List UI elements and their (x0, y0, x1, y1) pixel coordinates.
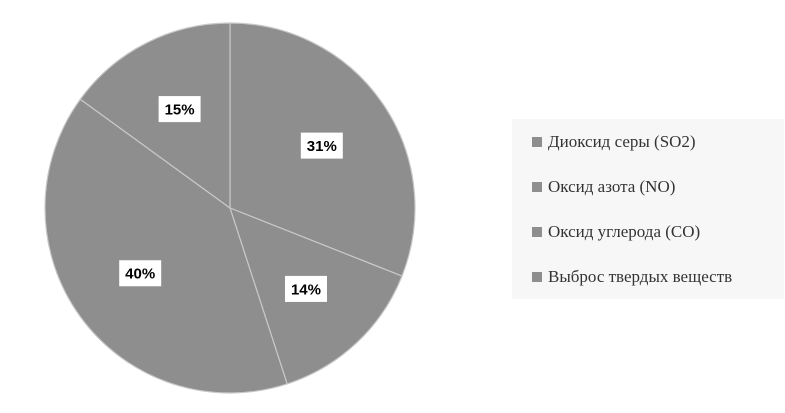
legend-item-so2: Диоксид серы (SO2) (532, 132, 696, 152)
legend-item-solids: Выброс твердых веществ (532, 267, 732, 287)
legend-label-so2: Диоксид серы (SO2) (548, 132, 696, 151)
data-label-no-box (284, 275, 327, 302)
legend-swatch-so2 (532, 137, 542, 147)
data-label-so2-text: 31% (307, 138, 337, 155)
legend: Диоксид серы (SO2) Оксид азота (NO) Окси… (512, 119, 784, 299)
slice-co (44, 98, 288, 394)
data-label-so2: 31% (300, 132, 343, 159)
legend-label-solids: Выброс твердых веществ (548, 267, 733, 286)
data-label-co: 40% (119, 260, 162, 287)
data-label-co-text: 40% (125, 266, 155, 283)
data-label-solids-text: 15% (165, 102, 195, 119)
data-label-co-box (119, 260, 162, 287)
legend-item-no: Оксид азота (NO) (532, 177, 675, 197)
data-label-solids: 15% (158, 96, 201, 123)
legend-label-co: Оксид углерода (CO) (548, 222, 701, 241)
legend-swatch-co (532, 227, 542, 237)
data-label-solids-box (158, 96, 201, 123)
legend-swatch-no (532, 182, 542, 192)
legend-item-co: Оксид углерода (CO) (532, 222, 700, 242)
data-label-no: 14% (284, 275, 327, 302)
data-label-no-text: 14% (291, 281, 321, 298)
legend-label-no: Оксид азота (NO) (548, 177, 676, 196)
legend-swatch-solids (532, 272, 542, 282)
data-label-so2-box (300, 132, 343, 159)
slice-solids (79, 22, 231, 210)
